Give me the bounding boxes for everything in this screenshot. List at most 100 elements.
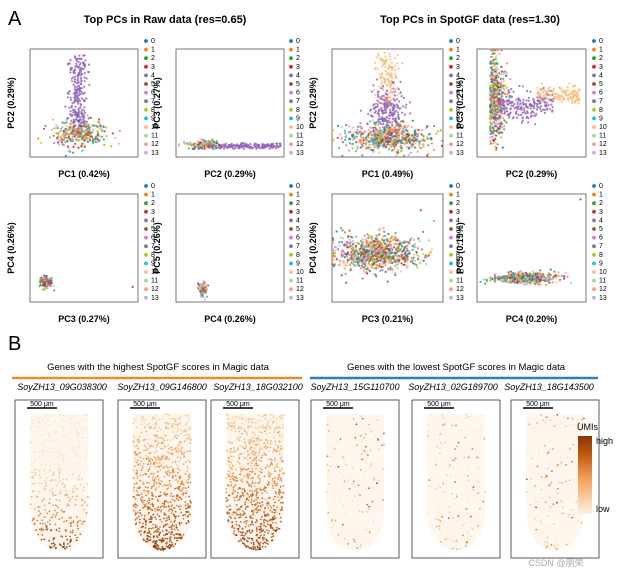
expression-spot — [81, 504, 84, 507]
data-point — [344, 273, 347, 276]
data-point — [416, 266, 419, 269]
legend-label: 8 — [296, 252, 300, 259]
data-point — [522, 98, 525, 101]
data-point — [568, 92, 571, 95]
data-point — [381, 144, 384, 148]
data-point — [64, 141, 67, 144]
data-point — [388, 242, 391, 245]
data-point — [76, 76, 79, 79]
panel-b-letter: B — [8, 333, 21, 355]
data-point — [384, 261, 387, 264]
data-point — [342, 254, 345, 257]
data-point — [510, 95, 513, 98]
data-point — [359, 142, 362, 145]
data-point — [83, 116, 86, 119]
data-point — [332, 255, 335, 258]
data-point — [190, 142, 193, 146]
data-point — [384, 111, 388, 114]
data-point — [67, 149, 70, 153]
data-point — [199, 146, 202, 149]
expression-spot — [43, 498, 45, 501]
data-point — [376, 102, 379, 106]
data-point — [371, 263, 374, 266]
data-point — [377, 131, 381, 134]
data-point — [489, 121, 492, 124]
data-point — [87, 117, 90, 120]
data-point — [546, 107, 549, 110]
legend-label: 1 — [599, 192, 603, 199]
legend-label: 0 — [599, 38, 603, 45]
data-point — [387, 148, 390, 151]
data-point — [101, 129, 104, 133]
data-point — [501, 131, 504, 134]
expression-spot — [83, 520, 86, 523]
legend-label: 10 — [151, 269, 159, 276]
data-point — [232, 147, 235, 150]
data-point — [390, 249, 393, 252]
data-point — [376, 93, 380, 96]
expression-spot — [43, 440, 45, 443]
data-point — [236, 145, 239, 148]
expression-spot — [55, 513, 58, 516]
expression-spot — [65, 519, 68, 522]
data-point — [422, 252, 425, 256]
data-point — [392, 66, 395, 69]
data-point — [48, 280, 51, 283]
data-point — [391, 124, 394, 127]
data-point — [362, 139, 365, 142]
expression-spot — [85, 512, 88, 514]
data-point — [382, 265, 385, 268]
data-point — [409, 143, 412, 146]
expression-spot — [54, 509, 56, 512]
data-point — [380, 131, 383, 134]
legend-label: 2 — [296, 200, 300, 207]
legend-marker — [592, 235, 596, 240]
data-point — [335, 230, 338, 233]
data-point — [491, 114, 494, 117]
data-point — [49, 136, 52, 139]
data-point — [380, 87, 383, 90]
data-point — [83, 106, 86, 109]
expression-spot — [69, 531, 72, 533]
expression-spot — [72, 521, 75, 524]
legend-label: 8 — [599, 107, 603, 114]
data-point — [531, 110, 534, 113]
data-point — [333, 255, 337, 258]
data-point — [96, 138, 99, 141]
data-point — [379, 96, 382, 99]
data-point — [393, 56, 396, 60]
legend-marker — [592, 252, 596, 257]
data-point — [549, 98, 553, 101]
data-point — [553, 92, 556, 96]
expression-spot — [34, 471, 37, 474]
legend-label: 12 — [151, 286, 159, 293]
data-point — [405, 126, 408, 129]
data-point — [484, 282, 487, 285]
data-point — [342, 250, 345, 253]
data-point — [531, 273, 534, 276]
data-point — [82, 61, 85, 65]
data-point — [371, 119, 374, 122]
legend-marker — [144, 116, 148, 121]
data-point — [500, 70, 503, 73]
data-point — [244, 143, 247, 146]
data-point — [202, 279, 205, 283]
data-point — [357, 141, 360, 144]
data-point — [65, 125, 68, 128]
data-point — [96, 141, 99, 144]
data-point — [92, 141, 95, 144]
data-point — [408, 250, 411, 253]
data-point — [94, 138, 97, 141]
data-point — [63, 122, 66, 125]
data-point — [533, 276, 537, 279]
expression-spot — [49, 523, 51, 526]
data-point — [348, 137, 351, 140]
data-point — [65, 118, 68, 121]
legend-label: 6 — [151, 90, 155, 97]
data-point — [98, 124, 102, 127]
data-point — [370, 266, 373, 269]
data-point — [332, 138, 335, 141]
data-point — [385, 89, 388, 92]
data-point — [44, 275, 48, 279]
data-point — [76, 78, 79, 81]
